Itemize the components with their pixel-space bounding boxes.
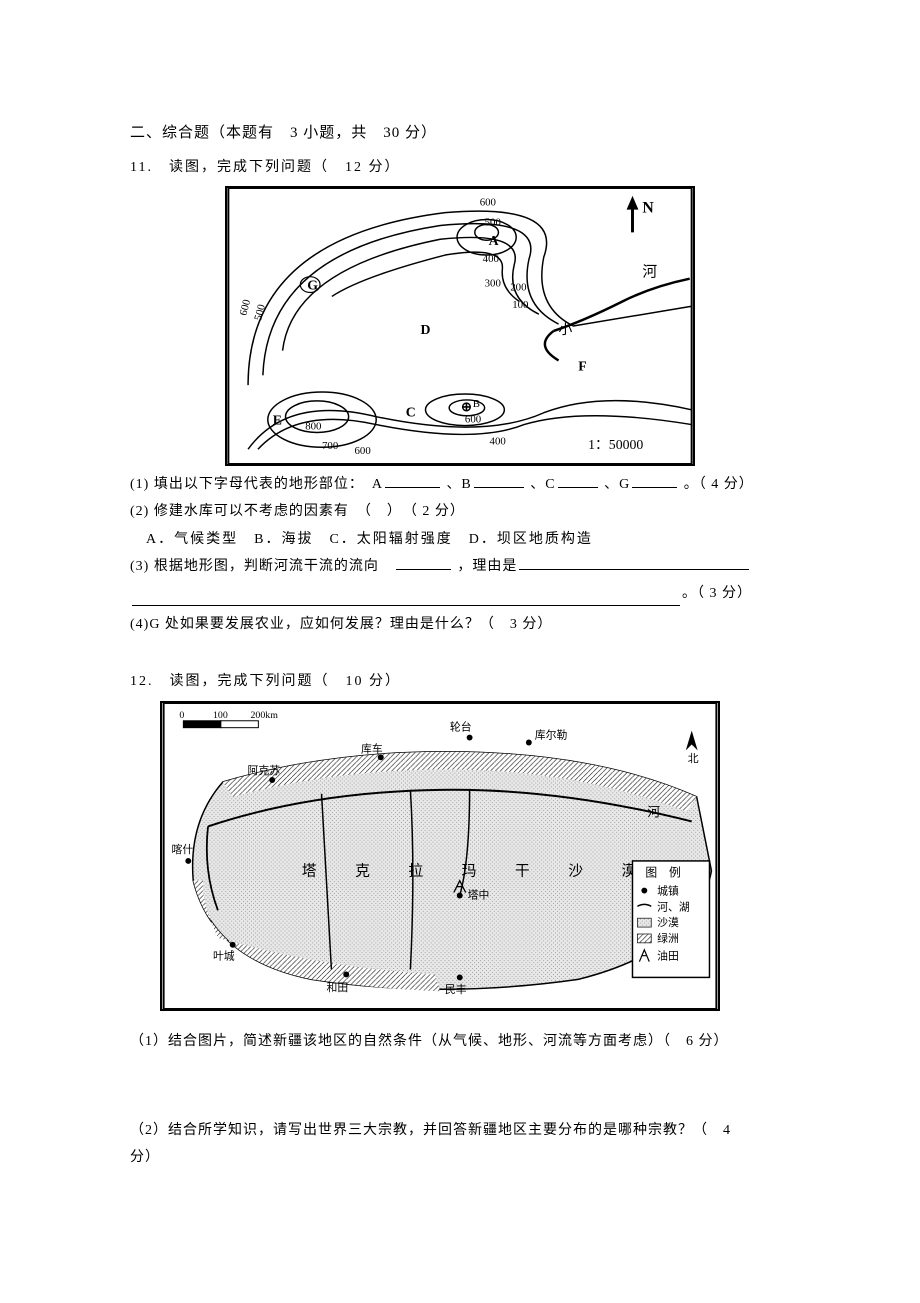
point-D: D (421, 322, 431, 337)
contour-600-c: 600 (465, 414, 481, 426)
q11-sub1-prefix: (1) 填出以下字母代表的地形部位： A (130, 477, 383, 492)
city-aksu: 阿克苏 (248, 764, 281, 777)
north-text: 北 (688, 752, 699, 765)
blank-direction[interactable] (396, 556, 451, 570)
city-luntai: 轮台 (450, 719, 472, 733)
q11-sub1-end: 。（ 4 分） (684, 477, 754, 492)
point-F: F (578, 359, 586, 374)
desert-label: 塔 克 拉 玛 干 沙 漠 (302, 862, 648, 879)
legend-river: 河、湖 (657, 900, 690, 913)
q11-sub2-options: A．气候类型 B．海拔 C．太阳辐射强度 D．坝区地质构造 (130, 527, 790, 552)
legend-town: 城镇 (657, 883, 679, 897)
legend-title: 图 例 (645, 865, 681, 879)
q11-sub4: (4)G 处如果要发展农业，应如何发展？理由是什么？（ 3 分） (130, 612, 790, 637)
q12-stem: 12. 读图，完成下列问题（ 10 分） (130, 669, 790, 694)
blank-c[interactable] (558, 474, 598, 488)
city-korla: 库尔勒 (535, 728, 568, 741)
north-label: N (642, 200, 654, 217)
city-kuqa: 库车 (361, 741, 383, 755)
contour-600-b: 600 (355, 445, 371, 457)
small-river-label: 小 (559, 322, 573, 337)
q11-sub1-g: 、G (604, 477, 630, 492)
river-label: 河 (642, 264, 657, 281)
scale-0: 0 (179, 709, 184, 720)
legend: 图 例 城镇 河、湖 沙漠 绿洲 油田 (632, 860, 709, 976)
q11-sub3-end: 。（ 3 分） (682, 581, 752, 606)
q12-sub2-end: 分） (130, 1145, 790, 1170)
q11-sub1: (1) 填出以下字母代表的地形部位： A 、B 、C 、G 。（ 4 分） (130, 472, 790, 497)
point-C: C (406, 405, 416, 420)
q12-figure-container: 河 塔 克 拉 玛 干 沙 漠 轮台 库尔勒 库车 阿克苏 喀什 叶城 和田 民… (160, 701, 790, 1011)
contour-800: 800 (305, 421, 321, 433)
river-label: 河 (647, 805, 660, 819)
q11-sub1-c: 、C (530, 477, 555, 492)
q11-sub3-prefix: (3) 根据地形图，判断河流干流的流向 (130, 559, 394, 574)
city-kashgar: 喀什 (172, 843, 194, 856)
legend-oasis: 绿洲 (657, 930, 679, 944)
city-hotan: 和田 (326, 981, 348, 994)
q11-sub3-mid: ，理由是 (457, 559, 517, 574)
blank-b[interactable] (474, 474, 524, 488)
contour-200: 200 (510, 282, 526, 294)
contour-700: 700 (322, 440, 338, 452)
city-yecheng: 叶城 (213, 949, 235, 962)
point-A: A (489, 233, 499, 248)
contour-300: 300 (485, 278, 501, 290)
q12-sub2: （2）结合所学知识，请写出世界三大宗教，并回答新疆地区主要分布的是哪种宗教？（ … (130, 1118, 790, 1143)
scale-100: 100 (213, 709, 228, 720)
legend-desert: 沙漠 (657, 916, 679, 929)
q11-stem: 11. 读图，完成下列问题（ 12 分） (130, 155, 790, 180)
q11-sub2: (2) 修建水库可以不考虑的因素有 （ ） （ 2 分） (130, 499, 790, 524)
blank-a[interactable] (385, 474, 440, 488)
city-minfeng: 民丰 (445, 983, 467, 996)
blank-reason2[interactable] (132, 592, 680, 606)
city-tazhong: 塔中 (468, 888, 490, 901)
q11-sub3: (3) 根据地形图，判断河流干流的流向 ，理由是 (130, 554, 790, 579)
q12-tarim-map: 河 塔 克 拉 玛 干 沙 漠 轮台 库尔勒 库车 阿克苏 喀什 叶城 和田 民… (160, 701, 720, 1011)
contour-400-b: 400 (490, 435, 506, 447)
point-B-letter: B (473, 398, 480, 410)
q11-figure-container: N 1：50000 600 500 400 300 200 100 600 50… (130, 186, 790, 466)
contour-600-top: 600 (480, 197, 496, 209)
point-E: E (273, 413, 282, 428)
contour-500: 500 (485, 217, 501, 229)
contour-100: 100 (512, 299, 528, 311)
q12-sub1: （1）结合图片，简述新疆该地区的自然条件（从气候、地形、河流等方面考虑）（ 6 … (130, 1029, 790, 1054)
q11-sub1-b: 、B (446, 477, 471, 492)
scale-label: 1：50000 (588, 437, 643, 452)
point-B: ⊕ (461, 400, 472, 414)
scale-200: 200km (250, 709, 278, 720)
section-title: 二、综合题（本题有 3 小题，共 30 分） (130, 120, 790, 147)
q11-contour-map: N 1：50000 600 500 400 300 200 100 600 50… (225, 186, 695, 466)
legend-oil: 油田 (657, 948, 679, 962)
blank-reason1[interactable] (519, 556, 749, 570)
contour-400: 400 (483, 253, 499, 265)
blank-g[interactable] (632, 474, 677, 488)
